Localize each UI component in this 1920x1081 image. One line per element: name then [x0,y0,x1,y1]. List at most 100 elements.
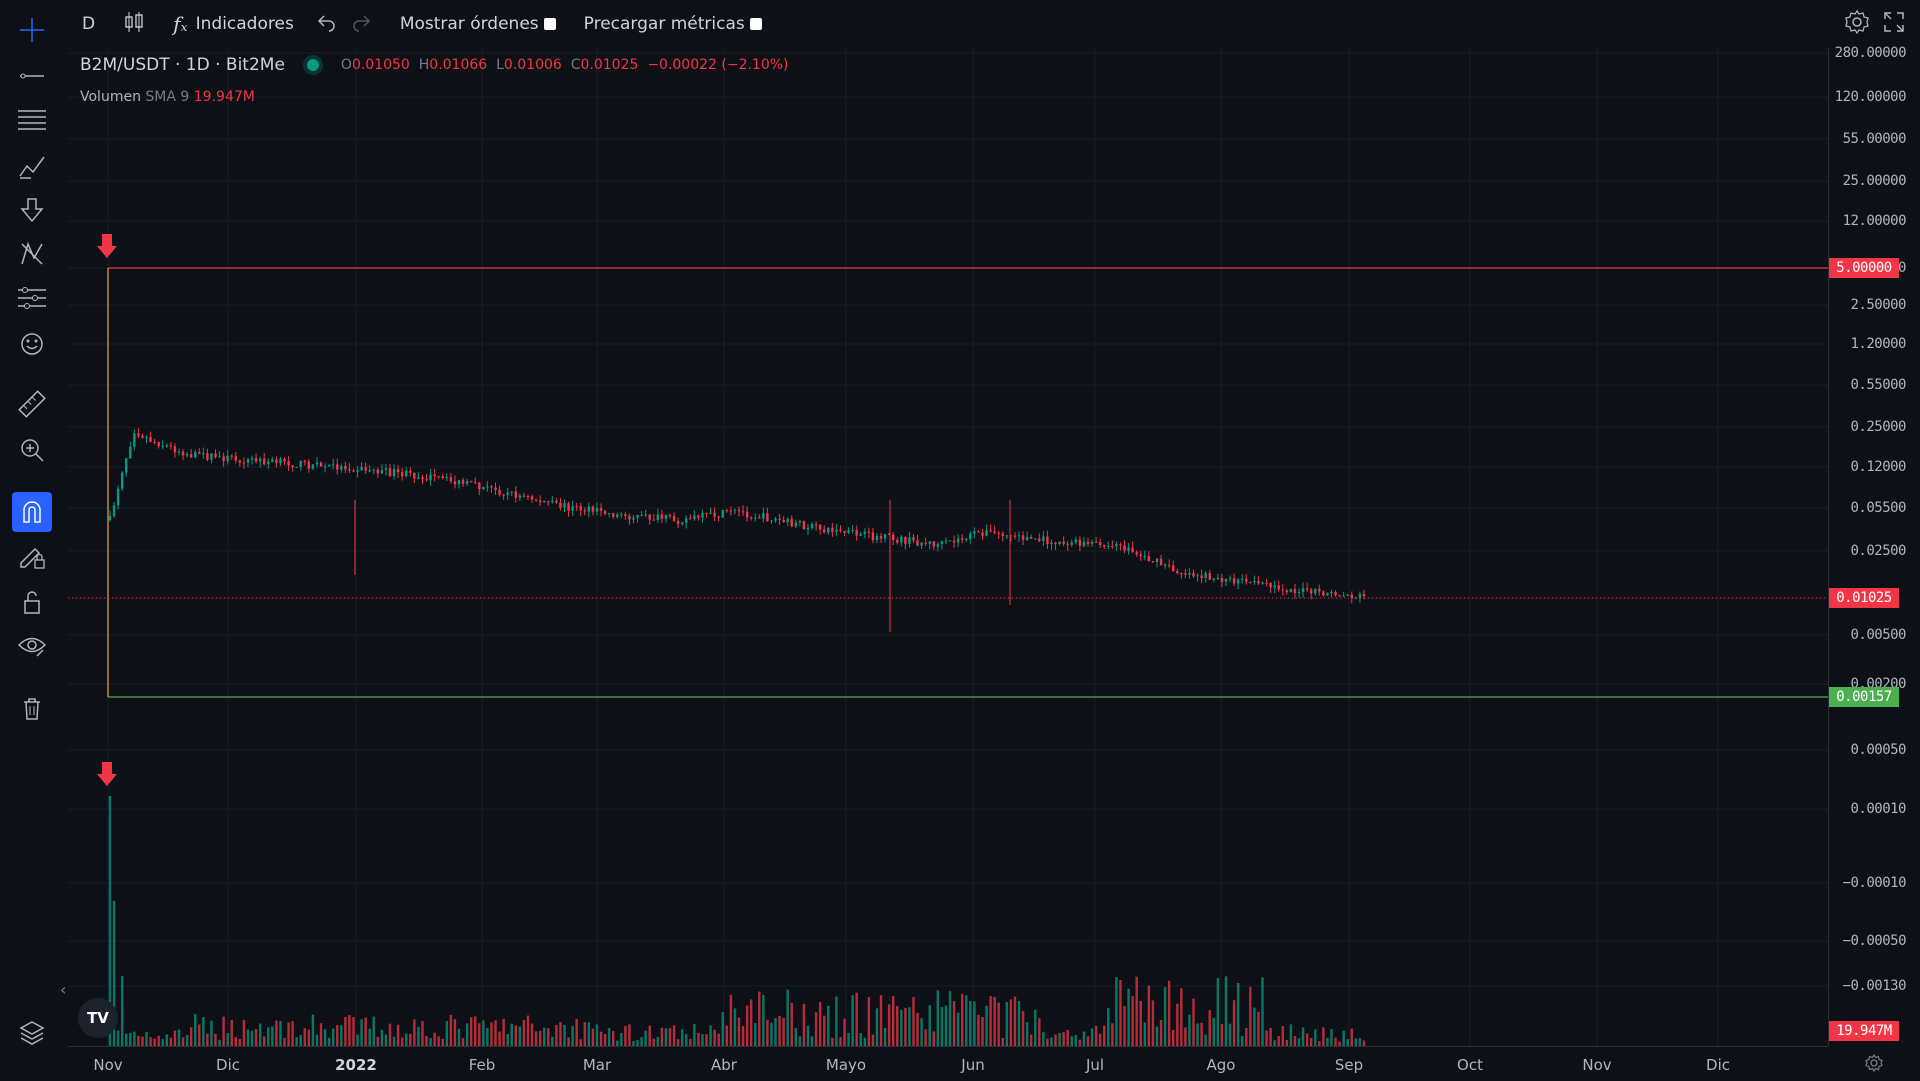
redo-icon [352,12,372,37]
indicators-button[interactable]: 𝑓ₓ Indicadores [159,0,308,48]
candle-body [1127,547,1130,551]
volume-bar [555,1024,558,1046]
volume-bar [344,1017,347,1046]
fullscreen-icon[interactable] [1882,10,1906,39]
candle-body [263,458,266,465]
volume-bar [396,1024,400,1046]
layers-icon[interactable] [12,1012,52,1052]
volume-bar [1127,988,1130,1046]
volume-bar [640,1037,643,1046]
interval-button[interactable]: D [68,0,109,48]
volume-bar [1358,1038,1362,1046]
volume-bar [668,1028,672,1046]
tradingview-logo[interactable]: TV [78,998,118,1038]
volume-bar [449,1014,453,1046]
candle-body [871,532,875,541]
trend-line-icon[interactable] [12,56,52,96]
preload-metrics-toggle[interactable]: Precargar métricas [570,0,776,48]
volume-bar [522,1019,526,1046]
chart-type-button[interactable] [109,0,159,48]
candle-body [762,513,765,519]
collapse-panel-icon[interactable]: ‹ [60,980,67,999]
price-axis-label: 0.00010 [1850,801,1906,817]
candle-body [948,540,952,542]
marker-arrow-price [97,234,117,258]
preload-metrics-checkbox[interactable] [749,18,762,30]
candle-body [116,488,120,506]
candle-body [1111,546,1114,548]
volume-bar [900,1009,903,1046]
price-axis-label: 280.00000 [1834,45,1907,61]
volume-bar [1147,985,1151,1046]
candle-body [267,461,270,465]
undo-button[interactable] [308,0,344,48]
show-orders-checkbox[interactable] [543,18,556,30]
volume-bar [567,1037,570,1046]
candle-body [802,521,806,530]
candle-body [368,470,371,472]
fib-icon[interactable] [12,278,52,318]
candle-body [693,515,696,519]
volume-bar [267,1027,270,1046]
show-orders-toggle[interactable]: Mostrar órdenes [380,0,570,48]
candle-body [502,494,505,496]
lock-pencil-icon[interactable] [12,536,52,576]
candle-body [717,516,720,518]
candle-body [287,461,290,466]
candle-body [697,515,700,518]
price-axis[interactable] [1828,48,1920,1046]
candle-body [591,506,595,512]
candle-body [1066,543,1069,545]
candle-body [1172,565,1175,572]
candle-body [108,516,112,520]
volume-bar [360,1019,363,1046]
candle-body [1253,580,1256,583]
candle-body [798,521,802,523]
current-price-tag: 0.01025 [1829,588,1899,608]
volume-bar [1314,1029,1317,1046]
candle-body [234,456,237,461]
volume-label: Volumen [80,89,141,105]
settings-icon[interactable] [1844,9,1870,40]
candle-body [307,461,311,469]
top-toolbar: D 𝑓ₓ Indicadores Mostrar órdenes Precarg… [68,0,1920,48]
volume-bar [543,1027,546,1046]
candle-body [859,533,862,536]
arrow-down-icon[interactable] [12,190,52,230]
volume-bar [287,1022,290,1046]
candle-body [810,524,814,528]
symbol-title[interactable]: B2M/USDT · 1D · Bit2Me [80,55,285,75]
volume-bar [530,1023,534,1046]
magnet-icon[interactable] [12,492,52,532]
volume-bar [1192,998,1195,1046]
volume-bar [1342,1030,1345,1046]
candle-body [340,465,343,470]
time-axis[interactable] [68,1046,1828,1081]
volume-bar [129,1032,132,1046]
price-chart[interactable] [68,48,1828,1046]
volume-bar [112,901,116,1046]
volume-bar [965,995,968,1046]
emoji-icon[interactable] [12,324,52,364]
horizontal-lines-icon[interactable] [12,100,52,140]
trash-icon[interactable] [12,688,52,728]
axis-settings-icon[interactable] [1864,1053,1884,1077]
volume-bar [311,1014,315,1046]
brush-icon[interactable] [12,146,52,186]
crosshair-icon[interactable] [12,10,52,50]
ruler-icon[interactable] [12,384,52,424]
eye-icon[interactable] [12,626,52,666]
redo-button[interactable] [344,0,380,48]
lock-icon[interactable] [12,582,52,622]
candle-body [1285,590,1289,593]
volume-bar [194,1014,197,1046]
pattern-icon[interactable] [12,234,52,274]
candle-body [904,536,907,544]
candle-body [214,453,217,458]
candle-body [952,540,956,543]
zoom-in-icon[interactable] [12,430,52,470]
candle-body [490,486,493,488]
volume-bar [782,1017,785,1046]
candle-body [1216,578,1220,580]
candle-body [624,514,627,517]
